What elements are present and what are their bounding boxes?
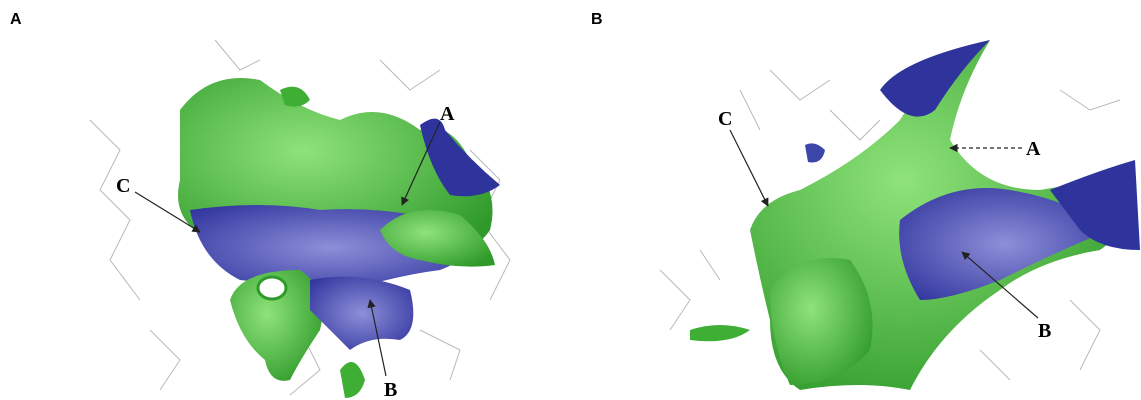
panel-label: A (10, 11, 22, 28)
annotation: B (384, 379, 397, 400)
annotation: A (1026, 138, 1041, 160)
annotation: A (440, 103, 455, 125)
arrow (730, 130, 768, 206)
surface (805, 143, 825, 162)
panel-label: B (591, 11, 603, 28)
panel-a: A A C B (10, 11, 510, 400)
panel-b: B C A B (591, 11, 1140, 390)
surface-hole (258, 277, 286, 299)
annotation: C (718, 108, 732, 130)
annotation: B (1038, 320, 1051, 342)
figure: A A C B B C A B (0, 0, 1141, 400)
annotation: C (116, 175, 130, 197)
surface (310, 277, 413, 350)
surface (690, 325, 750, 341)
